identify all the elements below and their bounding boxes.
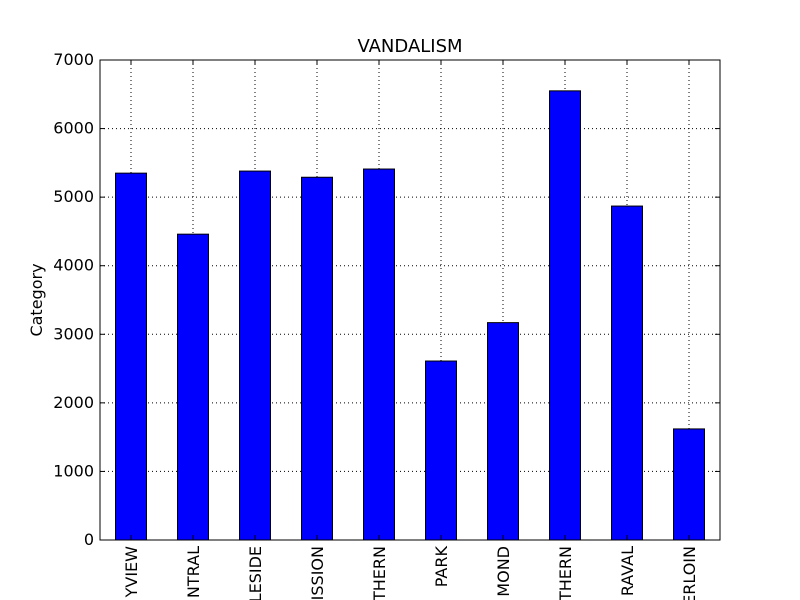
- bar-northern: [363, 168, 395, 541]
- x-tick-label: ISSION: [308, 546, 327, 600]
- y-tick-label: 5000: [53, 187, 94, 206]
- bar-ingleside: [239, 170, 271, 541]
- x-tick-label: MOND: [494, 546, 513, 597]
- x-tick-label: THERN: [370, 546, 389, 600]
- x-tick-label: ERLOIN: [680, 546, 699, 600]
- bars: [115, 90, 705, 541]
- x-tick-label: THERN: [556, 546, 575, 600]
- bar-bayview: [115, 172, 147, 541]
- y-tick-label: 1000: [53, 461, 94, 480]
- y-tick-label: 6000: [53, 119, 94, 138]
- axis-ticks: [100, 59, 720, 541]
- y-tick-label: 4000: [53, 256, 94, 275]
- x-tick-label: YVIEW: [122, 546, 141, 599]
- bar-southern: [549, 90, 581, 541]
- x-tick-label: LESIDE: [246, 546, 265, 600]
- bar-central: [177, 233, 209, 541]
- x-tick-label: RAVAL: [618, 546, 637, 596]
- y-tick-labels: 0 1000 2000 3000 4000 5000 6000 7000: [53, 50, 94, 549]
- y-tick-label: 2000: [53, 393, 94, 412]
- bar-taraval: [611, 205, 643, 541]
- y-tick-label: 0: [84, 530, 94, 549]
- bar-mission: [301, 176, 333, 541]
- bar-park: [425, 360, 457, 541]
- y-axis-label: Category: [27, 263, 46, 336]
- plot-frame: [99, 59, 721, 541]
- x-tick-label: NTRAL: [184, 546, 203, 598]
- bar-tenderloin: [673, 428, 705, 541]
- x-tick-label: PARK: [432, 546, 451, 588]
- chart-title: VANDALISM: [357, 36, 462, 57]
- x-tick-labels: YVIEW NTRAL LESIDE ISSION THERN PARK MOND THERN…: [122, 546, 699, 600]
- y-tick-label: 3000: [53, 324, 94, 343]
- bar-richmond: [487, 322, 519, 541]
- y-tick-label: 7000: [53, 50, 94, 69]
